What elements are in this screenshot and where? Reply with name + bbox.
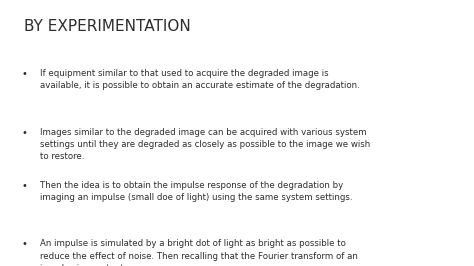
Text: •: • <box>21 69 27 79</box>
Text: Images similar to the degraded image can be acquired with various system
setting: Images similar to the degraded image can… <box>40 128 371 161</box>
Text: If equipment similar to that used to acquire the degraded image is
available, it: If equipment similar to that used to acq… <box>40 69 360 90</box>
Text: •: • <box>21 181 27 191</box>
Text: •: • <box>21 239 27 250</box>
Text: An impulse is simulated by a bright dot of light as bright as possible to
reduce: An impulse is simulated by a bright dot … <box>40 239 358 266</box>
Text: •: • <box>21 128 27 138</box>
Text: BY EXPERIMENTATION: BY EXPERIMENTATION <box>24 19 191 34</box>
Text: Then the idea is to obtain the impulse response of the degradation by
imaging an: Then the idea is to obtain the impulse r… <box>40 181 353 202</box>
